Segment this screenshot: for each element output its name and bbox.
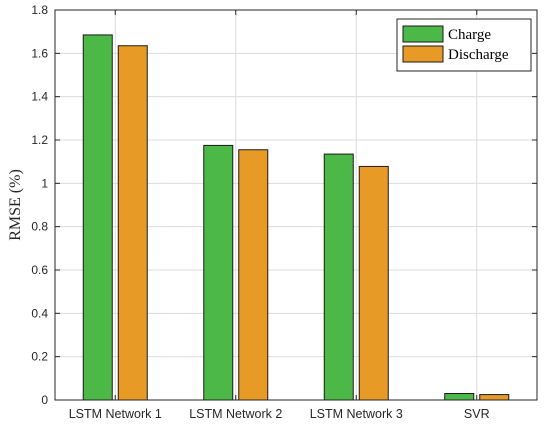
legend: Charge Discharge [396,18,532,72]
y-tick-label: 1.8 [31,3,48,17]
y-tick-label: 0 [41,393,48,407]
x-category-label: LSTM Network 1 [69,407,162,421]
x-category-label: LSTM Network 2 [189,407,282,421]
plot-area-border [54,9,538,401]
legend-swatch-charge [402,25,444,43]
y-tick-label: 0.4 [31,306,48,320]
y-tick-label: 0.8 [31,220,48,234]
y-tick-label: 1.4 [31,90,48,104]
y-tick-label: 0.2 [31,350,48,364]
legend-label-charge: Charge [448,27,491,43]
bars [82,34,510,401]
y-axis-title: RMSE (%) [7,169,24,241]
x-category-label: SVR [464,407,490,421]
bar-charge-1 [82,34,113,401]
legend-label-discharge: Discharge [448,47,509,63]
legend-swatch-discharge [402,45,444,63]
bar-discharge-1 [117,45,148,401]
bar-discharge-2 [238,149,269,401]
bar-discharge-3 [358,165,389,401]
y-tick-label: 0.6 [31,263,48,277]
bar-charge-2 [203,144,234,401]
x-axis-labels: LSTM Network 1 LSTM Network 2 LSTM Network… [69,10,490,421]
bar-charge-4 [444,393,475,401]
y-tick-label: 1.6 [31,46,48,60]
bar-discharge-4 [479,394,510,401]
x-category-label: LSTM Network 3 [310,407,403,421]
y-tick-label: 1.2 [31,133,48,147]
bar-charge-3 [323,153,354,401]
y-axis-ticks: 0 0.2 0.4 0.6 0.8 1 1.2 1.4 1.6 1.8 [31,3,537,407]
y-tick-label: 1 [41,176,48,190]
